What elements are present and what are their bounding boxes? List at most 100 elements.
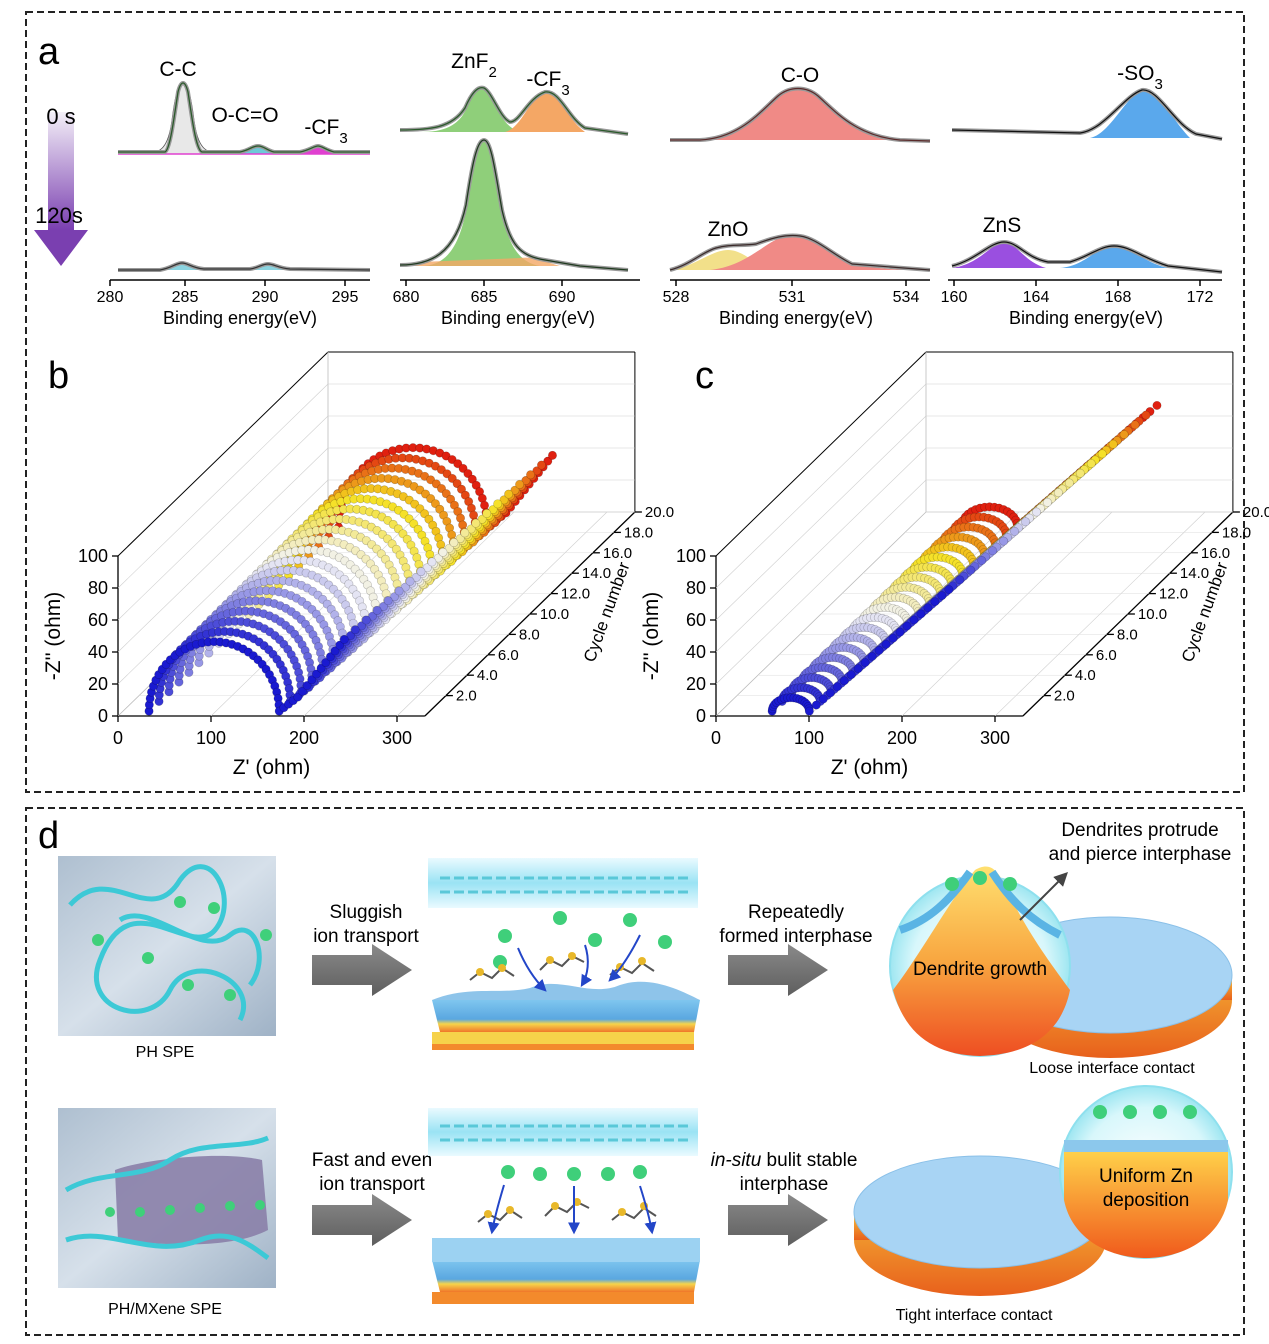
s2p-peak-so3-fill-bottom [1060,246,1168,268]
row1-interphase-line1: Repeatedly [748,902,845,923]
xps-o1s: 528 531 534 Binding energy(eV) C-O ZnO [663,64,931,328]
eis-point [499,495,509,505]
eis-point [839,676,849,686]
eis-point [860,658,870,668]
row1-transport-line1: Sluggish [330,902,403,923]
eis-point [1152,400,1162,410]
box-edge [117,351,329,557]
eis-point [999,536,1009,546]
row2-interface-schematic [428,1108,700,1304]
grid-line [117,383,329,589]
y-tick-label: 0 [98,706,108,726]
z-tick-label: 4.0 [1075,667,1096,684]
eis-point [902,621,912,631]
frame-top [25,11,1245,793]
y-tick-label: 80 [686,578,706,598]
z-tick-label: 10.0 [540,606,569,623]
eis-point [547,450,557,460]
z-tick-label: 8.0 [519,626,540,643]
x-tick-label: 300 [382,728,412,748]
c1s-peak-label-ocoo: O-C=O [211,104,278,127]
x-tick-label: 300 [980,728,1010,748]
eis-point [1042,497,1052,507]
z-tick-label: 6.0 [1096,647,1117,664]
f1s-tick-1: 680 [393,289,420,306]
z-tick-label: 20.0 [1243,504,1269,521]
row2-material-photo [58,1108,276,1288]
s2p-xlabel: Binding energy(eV) [1009,308,1163,328]
s2p-peak-so3-fill-top [1090,89,1190,138]
eis-point [335,640,345,650]
eis-point [372,605,382,615]
eis-point [311,669,321,679]
eis-point [966,565,976,575]
eis-point [493,499,503,509]
eis-point [937,591,947,601]
eis-point [321,658,331,668]
eis-point [302,681,312,691]
f1s-peak-cf3-fill-top [505,92,585,132]
c1s-peak-label-cc: C-C [159,58,196,81]
f1s-peak-znf2-fill-top [420,88,520,132]
eis-point [1053,488,1063,498]
o1s-tick-2: 531 [779,289,806,306]
o1s-peak-co-fill-top [700,88,900,140]
z-tick-label: 20.0 [645,504,674,521]
eis-3d-plot-b: 0 100 200 300 0 20 40 60 80 100 2.04.06.08.010.0 12… [42,351,674,779]
y-axis-label: -Z'' (ohm) [42,592,65,681]
eis-point [930,597,940,607]
eis-point [467,474,477,484]
eis-point [818,694,828,704]
o1s-tick-1: 528 [663,289,690,306]
time-label-bottom: 120s [35,203,83,228]
eis-point [536,460,546,470]
eis-point [504,489,514,499]
eis-point [895,627,905,637]
c1s-fit-top [118,82,370,153]
x-tick-label: 100 [196,728,226,748]
xps-f1s: 680 685 690 Binding energy(eV) ZnF2 -CF3 [393,50,640,328]
y-tick-label: 20 [686,674,706,694]
eis-point [394,586,404,596]
eis-point [427,557,437,567]
eis-point [378,601,388,611]
eis-point [361,615,371,625]
o1s-xlabel: Binding energy(eV) [719,308,873,328]
x-axis-label: Z' (ohm) [831,756,909,779]
eis-point [1086,459,1096,469]
o1s-fit-top [670,87,931,142]
o1s-peak-co-fill-bottom [710,234,920,270]
c1s-tick-3: 290 [252,289,279,306]
row1-callout-line2: and pierce interphase [1049,844,1232,865]
s2p-tick-2: 164 [1023,289,1050,306]
eis-point [330,646,340,656]
z-tick-label: 16.0 [1201,545,1230,562]
row1-dendrite-bubble [889,866,1071,1057]
grid-line [117,415,329,621]
grid-line [715,383,927,589]
eis-point [433,553,443,563]
eis-point [368,611,378,621]
x-tick-label: 0 [711,728,721,748]
eis-point [825,688,835,698]
eis-point [460,528,470,538]
f1s-peak-label-znf2: ZnF2 [451,50,497,81]
eis-point [909,615,919,625]
o1s-tick-3: 534 [893,289,920,306]
eis-point [1021,517,1031,527]
eis-point [339,634,349,644]
s2p-tick-4: 172 [1187,289,1214,306]
row2-caption: Tight interface contact [896,1307,1053,1324]
z-tick-label: 14.0 [582,565,611,582]
eis-point [411,572,421,582]
y-tick-label: 0 [696,706,706,726]
eis-point [297,686,307,696]
eis-point [804,706,814,716]
grid-line [117,447,329,653]
eis-point [532,466,542,476]
eis-point [510,485,520,495]
eis-point [874,645,884,655]
eis-point [923,603,933,613]
eis-point [1075,468,1085,478]
